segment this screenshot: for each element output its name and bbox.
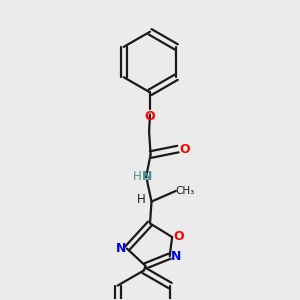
Text: N: N xyxy=(171,250,181,263)
Text: O: O xyxy=(145,110,155,123)
Text: O: O xyxy=(179,142,190,156)
Text: H: H xyxy=(133,169,142,183)
Text: CH₃: CH₃ xyxy=(175,186,194,196)
Text: H: H xyxy=(136,193,145,206)
Text: N: N xyxy=(142,169,152,183)
Text: O: O xyxy=(173,230,184,243)
Text: N: N xyxy=(116,242,126,255)
